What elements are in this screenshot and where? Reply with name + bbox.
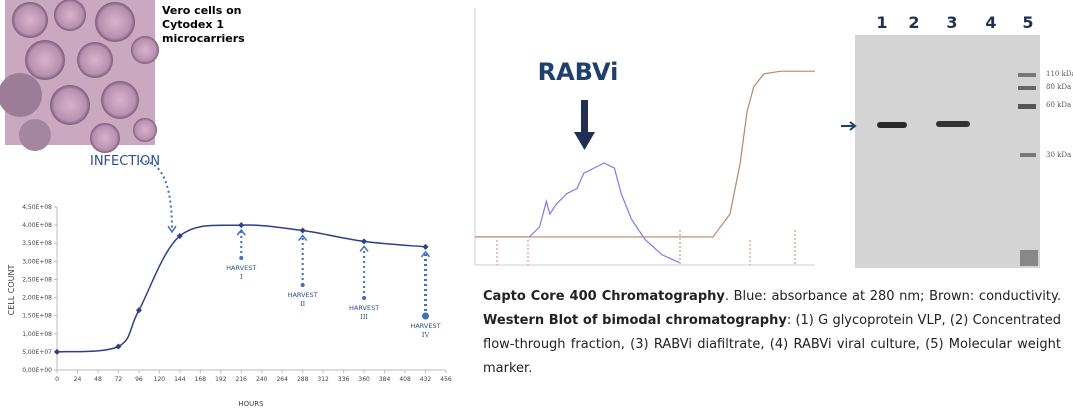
data-point (238, 222, 244, 228)
caption: Capto Core 400 Chromatography. Blue: abs… (483, 285, 1061, 381)
y-tick-label: 4,00E+08 (22, 222, 52, 229)
harvest-dot (239, 256, 243, 260)
x-tick-label: 432 (420, 376, 432, 383)
harvest-dot (422, 313, 429, 320)
caption-heading: Capto Core 400 Chromatography (483, 289, 725, 304)
chromatogram-frame (475, 8, 815, 265)
harvest-number: II (300, 300, 306, 308)
y-tick-label: 5,00E+07 (22, 349, 52, 356)
y-axis-label: CELL COUNT (7, 265, 16, 316)
data-point (423, 244, 429, 250)
x-axis-label: HOURS (238, 400, 264, 408)
x-tick-label: 336 (338, 376, 350, 383)
harvest-number: I (240, 273, 243, 281)
y-tick-label: 2,00E+08 (22, 295, 52, 302)
x-tick-label: 72 (115, 376, 123, 383)
harvest-dot (362, 296, 366, 300)
chromatogram-title: RABVi (538, 58, 619, 86)
x-tick-label: 0 (55, 376, 59, 383)
caption-heading: Western Blot of bimodal chromatography (483, 313, 787, 328)
data-point (115, 343, 121, 349)
lane-number: 5 (1022, 13, 1033, 32)
lane-number: 2 (908, 13, 919, 32)
marker-label: 80 kDa (1046, 83, 1071, 91)
harvest-label: HARVEST (288, 291, 318, 299)
y-tick-label: 2,50E+08 (22, 276, 52, 283)
microscopy-label: Cytodex 1 (162, 18, 224, 31)
y-tick-label: 1,50E+08 (22, 313, 52, 320)
x-tick-label: 360 (358, 376, 370, 383)
lane-number: 4 (985, 13, 996, 32)
infection-arrow (140, 161, 172, 230)
x-tick-label: 288 (297, 376, 309, 383)
data-point (136, 307, 142, 313)
x-tick-label: 240 (256, 376, 268, 383)
x-tick-label: 96 (135, 376, 143, 383)
x-tick-label: 120 (154, 376, 166, 383)
marker-label: 60 kDa (1046, 101, 1071, 109)
harvest-arrowhead (360, 246, 368, 251)
cell-count-line (57, 225, 426, 352)
harvest-label: HARVEST (349, 304, 379, 312)
lane-number: 3 (946, 13, 957, 32)
peak-arrow (574, 100, 595, 150)
x-tick-label: 48 (94, 376, 102, 383)
x-tick-label: 456 (440, 376, 452, 383)
chromatogram-trace (475, 71, 815, 237)
harvest-dot (301, 283, 305, 287)
x-tick-label: 384 (379, 376, 391, 383)
x-tick-label: 24 (74, 376, 82, 383)
x-tick-label: 408 (399, 376, 411, 383)
caption-text: . Blue: absorbance at 280 nm; Brown: con… (725, 289, 1061, 304)
infection-label: INFECTION (90, 154, 160, 169)
microscopy-label: Vero cells on (162, 4, 241, 17)
x-tick-label: 216 (236, 376, 248, 383)
marker-label: 110 kDa (1046, 70, 1073, 78)
y-tick-label: 1,00E+08 (22, 331, 52, 338)
x-tick-label: 264 (276, 376, 288, 383)
data-point (300, 228, 306, 234)
data-point (54, 349, 60, 355)
harvest-label: HARVEST (226, 264, 256, 272)
western-blot (841, 35, 1040, 268)
y-tick-label: 3,50E+08 (22, 240, 52, 247)
x-tick-label: 192 (215, 376, 227, 383)
y-tick-label: 0,00E+00 (22, 367, 52, 374)
lane-number: 1 (876, 13, 887, 32)
x-tick-label: 312 (317, 376, 329, 383)
y-tick-label: 3,00E+08 (22, 258, 52, 265)
x-tick-label: 168 (195, 376, 207, 383)
marker-label: 30 kDa (1046, 151, 1071, 159)
microscopy-label: microcarriers (162, 32, 245, 45)
harvest-number: IV (422, 331, 430, 339)
chromatogram-trace (475, 163, 679, 262)
x-tick-label: 144 (174, 376, 186, 383)
harvest-label: HARVEST (410, 322, 440, 330)
figure: Vero cells on Cytodex 1 microcarriers IN… (0, 0, 1073, 410)
microscopy-image (0, 0, 159, 153)
y-tick-label: 4,50E+08 (22, 204, 52, 211)
harvest-number: III (360, 313, 368, 321)
data-point (361, 238, 367, 244)
